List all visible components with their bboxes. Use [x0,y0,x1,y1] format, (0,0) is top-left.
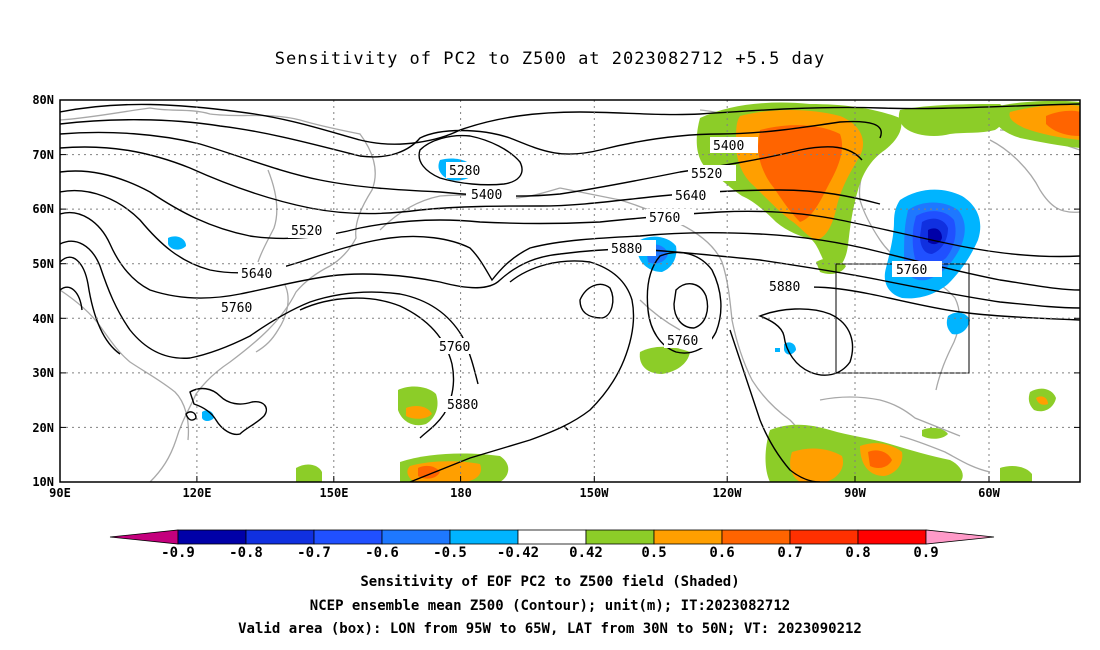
caption-line-2: NCEP ensemble mean Z500 (Contour); unit(… [309,598,791,614]
contour-label: 5880 [447,398,478,413]
colorbar-tick-label: -0.6 [365,545,399,561]
contour-label: 5280 [449,164,480,179]
lat-label: 10N [32,475,54,489]
colorbar-segment [517,529,587,545]
lon-label: 150E [320,486,349,500]
axis-ticks [60,154,1080,482]
gridlines [60,100,1080,482]
contour-label: 5640 [675,189,706,204]
colorbar-tick-label: -0.5 [433,545,467,561]
colorbar-tick-label: -0.9 [161,545,195,561]
z500-contours [60,103,1080,482]
colorbar-high-arrow [925,529,995,545]
lat-label: 40N [32,312,54,326]
colorbar-segment [653,529,723,545]
colorbar-segment [245,529,315,545]
contour-label: 5760 [649,211,680,226]
colorbar-segment [585,529,655,545]
colorbar-tick-label: 0.9 [913,545,938,561]
colorbar-tick-label: 0.8 [845,545,870,561]
lat-label: 60N [32,202,54,216]
colorbar-segment [177,529,247,545]
latitude-labels: 80N 70N 60N 50N 40N 30N 20N 10N [32,93,54,489]
map-border [59,99,1081,483]
colorbar-segment [449,529,519,545]
colorbar-tick-label: 0.6 [709,545,734,561]
contour-label: 5520 [291,224,322,239]
contour-label: 5760 [896,263,927,278]
colorbar-segment [313,529,383,545]
contour-labels: 5280 5400 5520 5640 5760 5880 5400 5520 … [218,137,942,413]
colorbar-tick-label: -0.42 [497,545,539,561]
longitude-labels: 90E 120E 150E 180 150W 120W 90W 60W [49,486,1000,500]
lat-label: 80N [32,93,54,107]
lat-label: 70N [32,148,54,162]
lat-label: 50N [32,257,54,271]
contour-label: 5760 [667,334,698,349]
lon-label: 180 [450,486,472,500]
contour-label: 5760 [439,340,470,355]
colorbar-labels: -0.9 -0.8 -0.7 -0.6 -0.5 -0.42 0.42 0.5 … [161,545,939,561]
colorbar [109,529,995,545]
caption-line-1: Sensitivity of EOF PC2 to Z500 field (Sh… [360,574,740,590]
colorbar-segment [721,529,791,545]
colorbar-low-arrow [109,529,179,545]
contour-label: 5400 [713,139,744,154]
colorbar-tick-label: 0.42 [569,545,603,561]
colorbar-tick-label: -0.7 [297,545,331,561]
lat-label: 30N [32,366,54,380]
lon-label: 120E [183,486,212,500]
colorbar-tick-label: -0.8 [229,545,263,561]
colorbar-segment [789,529,859,545]
colorbar-tick-label: 0.5 [641,545,666,561]
contour-label: 5880 [611,242,642,257]
contour-label: 5400 [471,188,502,203]
chart-title: Sensitivity of PC2 to Z500 at 2023082712… [274,49,826,69]
colorbar-tick-label: 0.7 [777,545,802,561]
lon-label: 90W [844,486,866,500]
colorbar-segment [857,529,927,545]
lon-label: 150W [580,486,610,500]
lon-label: 120W [713,486,743,500]
lon-label: 90E [49,486,71,500]
contour-label: 5760 [221,301,252,316]
caption-line-3: Valid area (box): LON from 95W to 65W, L… [238,621,862,637]
colorbar-segment [381,529,451,545]
contour-label: 5520 [691,167,722,182]
lat-label: 20N [32,421,54,435]
contour-label: 5640 [241,267,272,282]
contour-label: 5880 [769,280,800,295]
lon-label: 60W [978,486,1000,500]
